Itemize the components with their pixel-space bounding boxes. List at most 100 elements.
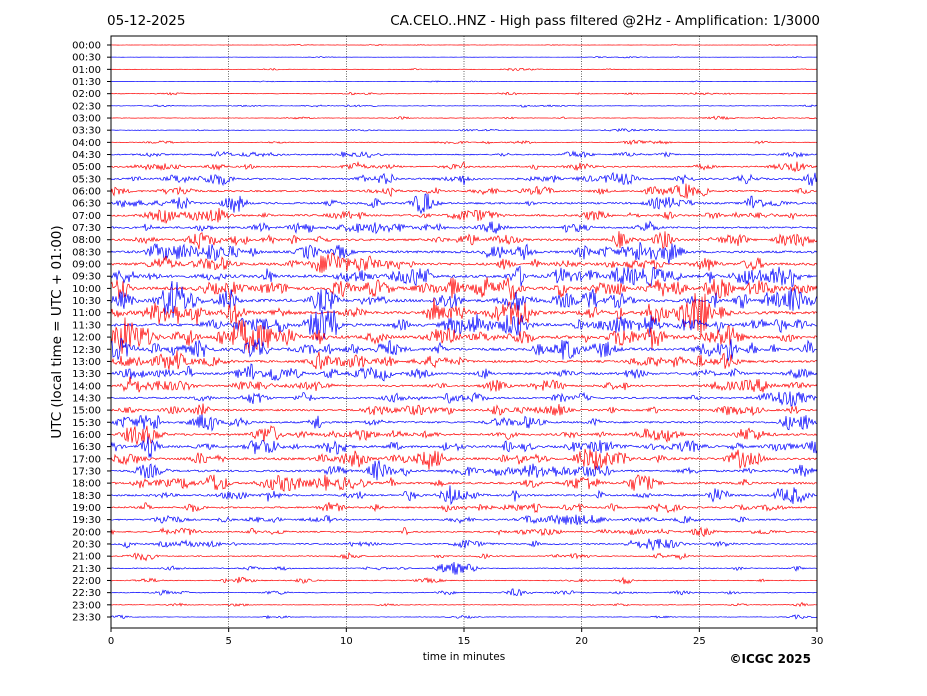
y-tick-label: 02:00 (72, 89, 101, 100)
trace-row (110, 208, 818, 224)
y-tick-label: 16:00 (72, 430, 101, 441)
y-tick-label: 03:30 (72, 126, 101, 137)
y-tick-label: 15:00 (72, 406, 101, 417)
trace-row (110, 193, 818, 215)
y-tick-label: 05:30 (72, 174, 101, 185)
x-tick-label: 0 (108, 636, 114, 647)
y-tick-label: 23:30 (72, 612, 101, 623)
trace-row (110, 460, 818, 481)
y-tick-label: 04:30 (72, 150, 101, 161)
trace-row (110, 91, 818, 96)
trace-row (110, 514, 818, 526)
y-tick-label: 00:00 (72, 41, 101, 52)
y-tick-label: 10:00 (72, 284, 101, 295)
y-tick-label: 09:00 (72, 260, 101, 271)
y-tick-label: 10:30 (72, 296, 101, 307)
y-tick-label: 18:00 (72, 479, 101, 490)
y-tick-label: 06:00 (72, 187, 101, 198)
y-tick-label: 22:00 (72, 576, 101, 587)
y-tick-label: 14:30 (72, 393, 101, 404)
trace-row (110, 614, 818, 620)
trace-row (110, 171, 818, 187)
trace-row (110, 474, 818, 492)
x-axis-ticks: 0 5 10 15 20 25 30 (108, 628, 824, 647)
chart-date: 05-12-2025 (107, 13, 185, 29)
y-tick-label: 11:30 (72, 320, 101, 331)
trace-row (110, 277, 818, 301)
y-tick-label: 07:00 (72, 211, 101, 222)
y-tick-label: 19:00 (72, 503, 101, 514)
grid-lines (228, 36, 700, 628)
trace-row (110, 561, 818, 575)
y-tick-label: 12:30 (72, 345, 101, 356)
trace-row (110, 448, 818, 470)
trace-row (110, 588, 818, 596)
trace-row (110, 403, 818, 417)
y-tick-label: 13:30 (72, 369, 101, 380)
chart-title: CA.CELO..HNZ - High pass filtered @2Hz -… (390, 13, 820, 29)
trace-row (110, 317, 818, 354)
x-tick-label: 15 (458, 636, 471, 647)
trace-row (110, 128, 818, 132)
trace-row (110, 67, 818, 72)
x-tick-label: 10 (340, 636, 353, 647)
y-tick-label: 20:00 (72, 527, 101, 538)
y-tick-label: 18:30 (72, 491, 101, 502)
trace-row (110, 150, 818, 159)
y-tick-label: 06:30 (72, 199, 101, 210)
y-tick-label: 03:00 (72, 114, 101, 125)
y-tick-label: 02:30 (72, 101, 101, 112)
y-tick-label: 19:30 (72, 515, 101, 526)
trace-row (110, 350, 818, 370)
trace-row (110, 551, 818, 562)
trace-row (110, 56, 818, 59)
y-tick-label: 20:30 (72, 539, 101, 550)
y-tick-label: 07:30 (72, 223, 101, 234)
y-tick-label: 11:00 (72, 308, 101, 319)
trace-row (110, 601, 818, 608)
x-tick-label: 20 (575, 636, 588, 647)
x-tick-label: 30 (811, 636, 824, 647)
y-tick-label: 15:30 (72, 418, 101, 429)
trace-row (110, 526, 818, 538)
y-tick-label: 01:00 (72, 65, 101, 76)
trace-row (110, 139, 818, 146)
trace-row (110, 293, 818, 337)
y-tick-label: 22:30 (72, 588, 101, 599)
y-tick-label: 08:00 (72, 235, 101, 246)
trace-row (110, 391, 818, 407)
trace-row (110, 183, 818, 199)
trace-row (110, 104, 818, 108)
seismic-traces (110, 44, 818, 620)
y-tick-label: 17:00 (72, 454, 101, 465)
trace-row (110, 80, 818, 83)
trace-row (110, 337, 818, 362)
trace-row (110, 242, 818, 265)
y-tick-label: 12:00 (72, 333, 101, 344)
y-tick-label: 16:30 (72, 442, 101, 453)
y-tick-label: 21:00 (72, 552, 101, 563)
y-tick-label: 00:30 (72, 53, 101, 64)
y-tick-label: 13:00 (72, 357, 101, 368)
y-tick-label: 14:00 (72, 381, 101, 392)
trace-row (110, 231, 818, 251)
trace-row (110, 436, 818, 458)
trace-row (110, 485, 818, 506)
trace-row (110, 414, 818, 432)
trace-row (110, 376, 818, 393)
y-tick-label: 23:00 (72, 600, 101, 611)
trace-row (110, 115, 818, 120)
trace-row (110, 161, 818, 173)
trace-row (110, 576, 818, 585)
trace-row (110, 252, 818, 273)
trace-row (110, 425, 818, 446)
trace-row (110, 220, 818, 235)
trace-row (110, 309, 818, 341)
trace-row (110, 538, 818, 552)
x-tick-label: 5 (225, 636, 231, 647)
trace-row (110, 44, 818, 47)
copyright-credit: ©ICGC 2025 (729, 652, 811, 666)
y-tick-label: 08:30 (72, 247, 101, 258)
